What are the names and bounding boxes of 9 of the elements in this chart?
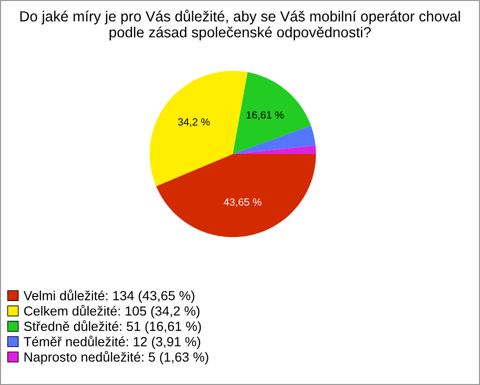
- legend-label: Celkem důležité: 105 (34,2 %): [24, 304, 200, 318]
- data-label: 43,65 %: [224, 198, 262, 207]
- chart-title: Do jaké míry je pro Vás důležité, aby se Váš mobilní operátor choval podle zásad společenské odpovědnosti?: [20, 10, 460, 40]
- legend-label: Téměř nedůležité: 12 (3,91 %): [24, 336, 200, 349]
- legend-label: Středně důležité: 51 (16,61 %): [24, 320, 201, 334]
- data-label: 16,61 %: [246, 111, 284, 120]
- legend-label: Velmi důležité: 134 (43,65 %): [24, 290, 194, 303]
- legend-label: Naprosto nedůležité: 5 (1,63 %): [24, 350, 208, 364]
- data-label: 34,2 %: [178, 118, 210, 127]
